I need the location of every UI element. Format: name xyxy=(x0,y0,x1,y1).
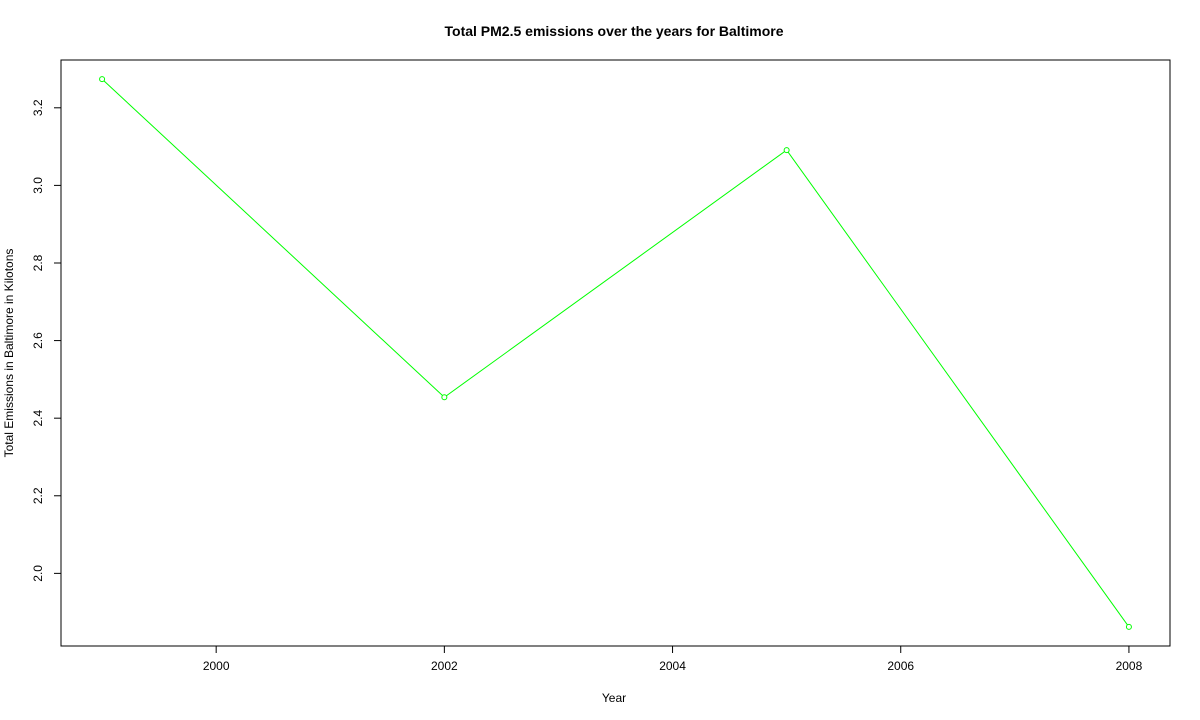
y-tick-label: 2.4 xyxy=(31,410,45,427)
series-layer xyxy=(99,76,1132,630)
y-tick-label: 3.0 xyxy=(31,177,45,194)
x-tick-label: 2006 xyxy=(887,659,914,673)
data-point xyxy=(99,76,106,83)
x-tick-label: 2000 xyxy=(203,659,230,673)
x-tick-label: 2002 xyxy=(431,659,458,673)
y-tick-label: 2.6 xyxy=(31,332,45,349)
x-tick-label: 2004 xyxy=(659,659,686,673)
y-axis-label: Total Emissions in Baltimore in Kilotons xyxy=(2,249,16,458)
data-point xyxy=(1125,623,1132,630)
x-axis: 2000 2002 2004 2006 2008 xyxy=(203,645,1143,673)
x-tick-label: 2008 xyxy=(1116,659,1143,673)
y-axis: 2.0 2.2 2.4 2.6 2.8 3.0 3.2 xyxy=(31,99,62,582)
x-axis-label: Year xyxy=(602,691,626,705)
y-tick-label: 2.2 xyxy=(31,487,45,504)
series-line xyxy=(101,78,1130,628)
chart-title: Total PM2.5 emissions over the years for… xyxy=(445,23,784,39)
data-point xyxy=(783,147,790,154)
y-tick-label: 3.2 xyxy=(31,99,45,116)
data-point xyxy=(441,394,448,401)
plot-frame xyxy=(60,59,1171,647)
y-tick-label: 2.0 xyxy=(31,565,45,582)
y-tick-label: 2.8 xyxy=(31,254,45,271)
